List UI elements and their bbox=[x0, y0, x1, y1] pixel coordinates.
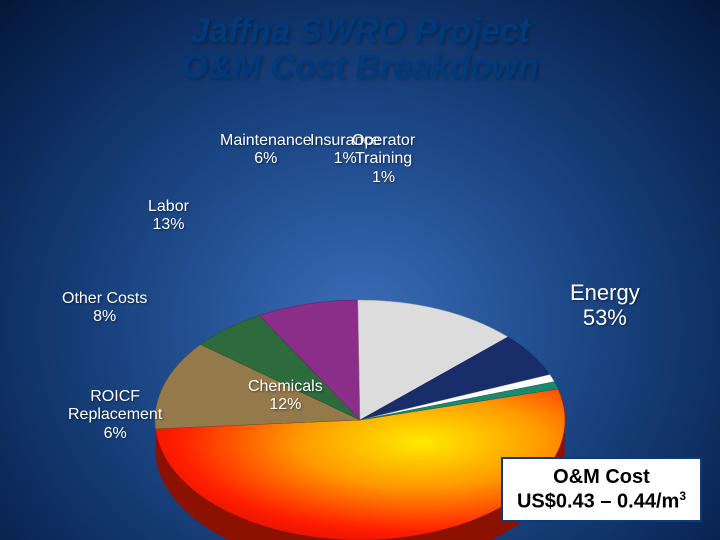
cost-line-1: O&M Cost bbox=[517, 465, 686, 489]
label-other: Other Costs8% bbox=[62, 290, 147, 327]
label-training: OperatorTraining1% bbox=[352, 132, 415, 187]
title-line-1: Jaffna SWRO Project bbox=[190, 12, 529, 50]
cost-summary-box: O&M Cost US$0.43 – 0.44/m3 bbox=[501, 457, 702, 522]
label-chemicals: Chemicals12% bbox=[248, 378, 323, 415]
page-title: Jaffna SWRO Project O&M Cost Breakdown bbox=[0, 0, 720, 85]
label-maintenance: Maintenance6% bbox=[220, 132, 312, 169]
cost-line-2: US$0.43 – 0.44/m3 bbox=[517, 489, 686, 514]
label-energy: Energy53% bbox=[570, 280, 640, 331]
label-rocf: ROICFReplacement6% bbox=[68, 388, 162, 443]
title-line-2: O&M Cost Breakdown bbox=[181, 48, 538, 86]
label-labor: Labor13% bbox=[148, 198, 189, 235]
